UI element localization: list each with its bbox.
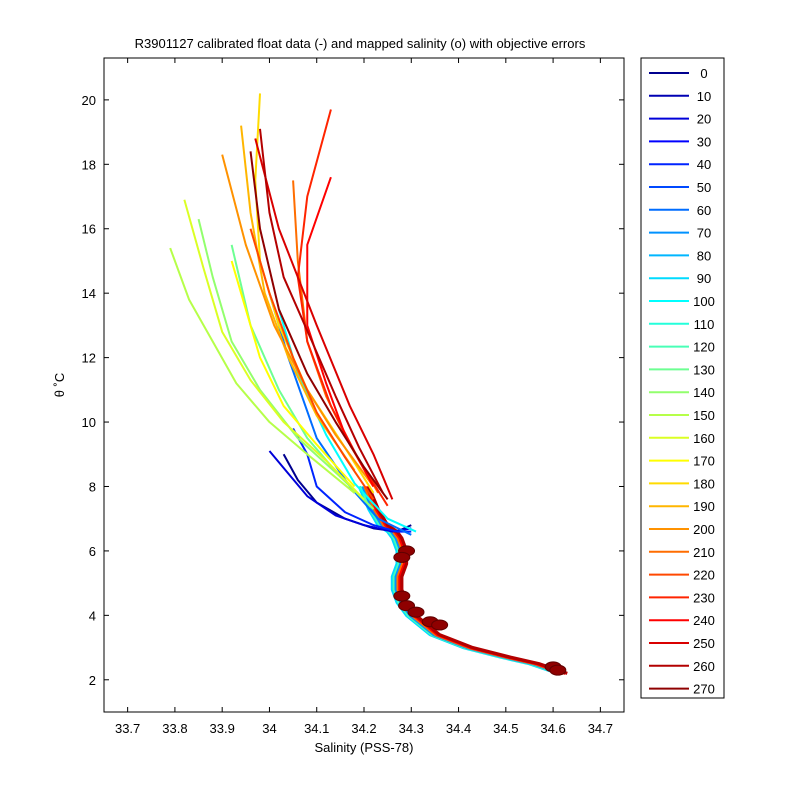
legend-label: 10	[697, 89, 711, 104]
x-tick-label: 33.9	[210, 721, 235, 736]
legend-label: 60	[697, 203, 711, 218]
mapped-salinity-marker	[393, 590, 411, 602]
y-tick-label: 10	[82, 415, 96, 430]
legend-label: 130	[693, 362, 715, 377]
legend-label: 150	[693, 408, 715, 423]
legend-label: 120	[693, 340, 715, 355]
profile-line	[169, 247, 356, 494]
legend-label: 50	[697, 180, 711, 195]
legend-label: 20	[697, 112, 711, 127]
legend-items: 0 10 20 30 40 50 60 70 80 90 100 110 120 130 140 150 160…	[649, 66, 715, 697]
x-axis: 33.7 33.8 33.9 34 34.1 34.2 34.3 34.4 34.5 34.6 34…	[115, 58, 613, 736]
legend-label: 80	[697, 248, 711, 263]
x-tick-label: 34.2	[351, 721, 376, 736]
legend-label: 190	[693, 499, 715, 514]
x-tick-label: 34.3	[399, 721, 424, 736]
y-tick-label: 14	[82, 286, 96, 301]
profile-line	[249, 228, 375, 500]
mapped-salinity-marker	[431, 619, 449, 631]
legend-label: 0	[700, 66, 707, 81]
legend-label: 90	[697, 271, 711, 286]
legend-label: 40	[697, 157, 711, 172]
profile-line	[183, 199, 365, 501]
legend-label: 110	[694, 317, 715, 332]
profile-line	[259, 128, 384, 494]
x-tick-label: 34.7	[588, 721, 613, 736]
y-tick-label: 20	[82, 93, 96, 108]
mapped-salinity-marker	[549, 664, 567, 676]
legend-label: 220	[693, 568, 715, 583]
legend-label: 230	[693, 590, 715, 605]
x-tick-label: 34.6	[540, 721, 565, 736]
profile-line	[221, 154, 375, 488]
legend-label: 140	[693, 385, 715, 400]
legend-label: 250	[693, 636, 715, 651]
legend-label: 210	[693, 545, 715, 560]
x-tick-label: 33.7	[115, 721, 140, 736]
x-tick-label: 34.1	[304, 721, 329, 736]
y-tick-label: 16	[82, 222, 96, 237]
y-tick-label: 6	[89, 544, 96, 559]
profile-line	[230, 260, 356, 488]
profile-line	[240, 125, 356, 471]
legend-label: 30	[697, 134, 711, 149]
legend-label: 240	[693, 613, 715, 628]
plot-area	[169, 93, 568, 676]
legend-label: 260	[693, 659, 715, 674]
profile-line	[249, 151, 389, 500]
y-axis-label: θ ˚C	[52, 373, 67, 398]
y-tick-label: 18	[82, 157, 96, 172]
legend-label: 70	[697, 226, 711, 241]
y-tick-label: 8	[89, 479, 96, 494]
mapped-salinity-marker	[407, 606, 425, 618]
legend-label: 180	[693, 476, 715, 491]
x-axis-label: Salinity (PSS-78)	[315, 740, 414, 755]
x-tick-label: 34	[262, 721, 276, 736]
legend-label: 160	[693, 431, 715, 446]
profile-line	[197, 218, 375, 510]
legend-label: 200	[693, 522, 715, 537]
legend-label: 270	[693, 682, 715, 697]
y-axis: 2 4 6 8 10 12 14 16 18 20	[82, 93, 624, 688]
x-tick-label: 33.8	[162, 721, 187, 736]
deep-branch-line	[367, 485, 568, 675]
profile-line	[254, 138, 394, 500]
chart-title: R3901127 calibrated float data (-) and m…	[135, 36, 586, 51]
x-tick-label: 34.4	[446, 721, 471, 736]
profile-line	[268, 450, 412, 533]
legend-label: 170	[693, 454, 715, 469]
y-tick-label: 12	[82, 351, 96, 366]
x-tick-label: 34.5	[493, 721, 518, 736]
legend-label: 100	[693, 294, 715, 309]
y-tick-label: 2	[89, 673, 96, 688]
mapped-salinity-marker	[393, 551, 411, 563]
y-tick-label: 4	[89, 608, 96, 623]
